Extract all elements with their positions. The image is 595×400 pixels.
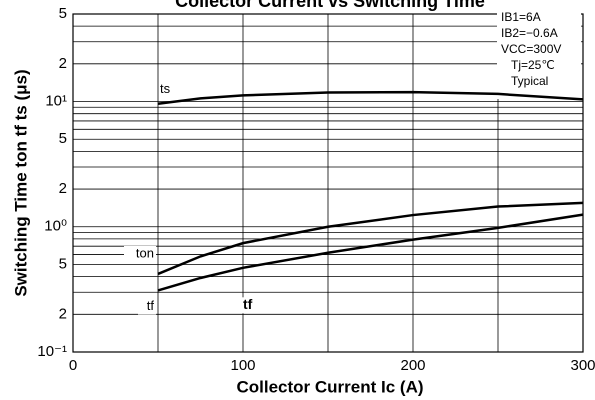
annotation: tf — [243, 296, 253, 312]
y-tick-label: 2 — [59, 180, 67, 197]
y-axis-label: Switching Time ton tf ts (μs) — [11, 69, 30, 296]
y-tick-label: 2 — [59, 55, 67, 72]
y-tick-label: 10⁰ — [44, 218, 67, 235]
conditions-box — [497, 9, 581, 99]
plot-frame — [72, 13, 584, 353]
series-line — [157, 213, 584, 292]
y-tick-label: 2 — [59, 305, 67, 322]
series-label: ts — [160, 81, 171, 96]
condition-text: IB2=−0.6A — [501, 26, 558, 40]
y-tick-label: 10⁻¹ — [37, 343, 67, 360]
label-bg — [138, 298, 156, 315]
series-label: ton — [136, 245, 154, 260]
condition-text: VCC=300V — [501, 42, 561, 56]
x-axis-label: Collector Current Ic (A) — [236, 377, 423, 396]
y-tick-label: 10¹ — [45, 93, 67, 110]
label-bg — [240, 297, 254, 314]
y-tick-label: 5 — [59, 255, 67, 272]
condition-text: Typical — [511, 74, 548, 88]
y-tick-label: 5 — [59, 130, 67, 147]
series-line — [157, 201, 584, 276]
x-tick-label: 200 — [400, 357, 425, 374]
condition-text: IB1=6A — [501, 10, 541, 24]
y-tick-label: 5 — [59, 5, 67, 22]
x-tick-label: 0 — [69, 357, 77, 374]
label-bg — [124, 245, 156, 262]
x-tick-label: 300 — [570, 357, 595, 374]
series-label: tf — [147, 298, 155, 313]
x-tick-label: 100 — [230, 357, 255, 374]
series-line — [157, 90, 584, 105]
condition-text: Tj=25℃ — [511, 58, 555, 72]
chart-title: Collector Current vs Switching Time — [175, 0, 485, 11]
